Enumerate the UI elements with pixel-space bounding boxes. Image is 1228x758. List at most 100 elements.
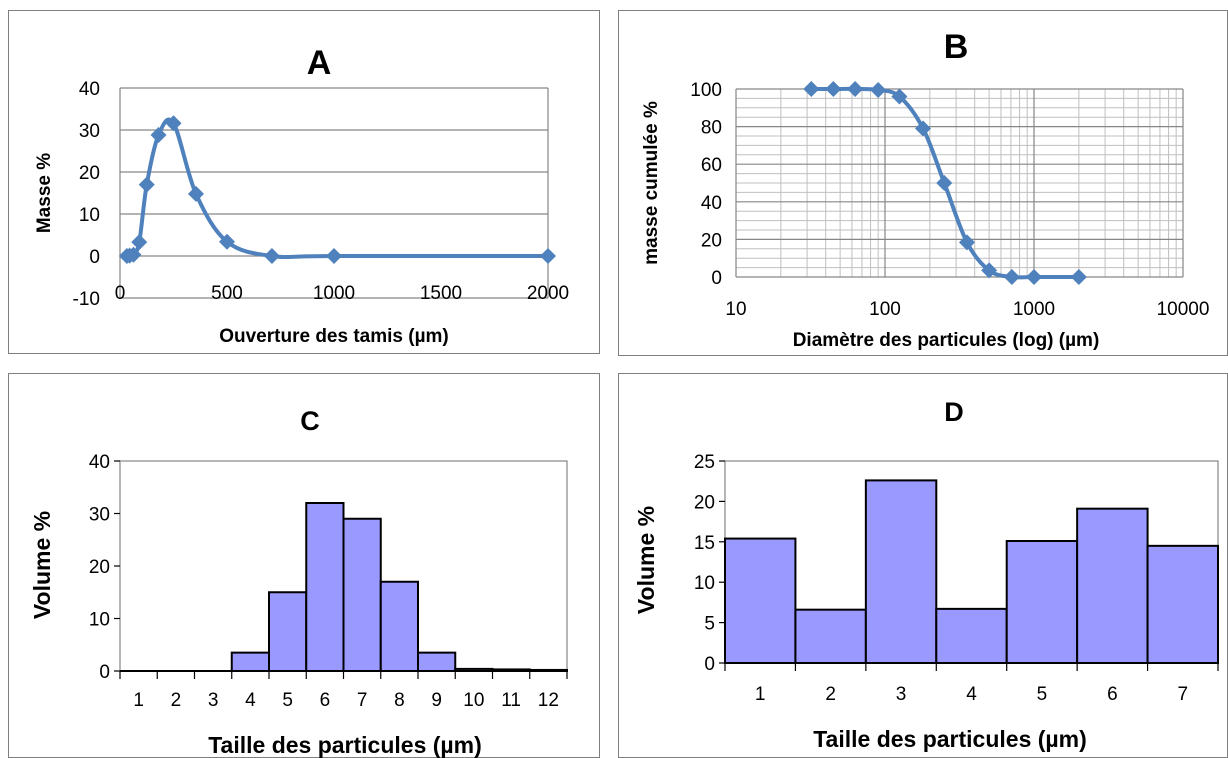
chart-c-panel [8,373,600,758]
chart-c-xtick-label: 9 [431,690,442,711]
chart-d-bar [935,607,1008,665]
chart-a-xtick-label: 0 [115,283,126,304]
chart-b-point [870,81,887,98]
chart-d-bar [794,608,867,664]
chart-a-xtick-label: 2000 [527,283,569,304]
chart-d-ytick-label: 20 [694,492,715,513]
chart-d-xtick-label: 3 [896,684,907,705]
chart-b-xtick-label: 10000 [1157,299,1210,320]
chart-b-point [958,234,975,251]
chart-a-point [540,248,556,264]
chart-c-xtick-label: 1 [133,690,144,711]
chart-c-ylabel: Volume % [29,511,55,619]
chart-c-xtick-label: 6 [320,690,331,711]
chart-d-bar [1146,544,1219,665]
chart-b-point [1026,269,1042,285]
chart-d-xtick-label: 7 [1177,684,1188,705]
chart-b-ytick-label: 20 [701,230,722,251]
chart-a-point [131,234,148,251]
chart-d-xlabel: Taille des particules (µm) [813,726,1087,752]
chart-b-point [1070,269,1087,285]
chart-d-xtick-label: 5 [1037,684,1048,705]
chart-a-point [165,115,182,132]
chart-a-title: A [307,44,332,82]
chart-a-point [263,248,280,264]
chart-d-ytick-label: 5 [704,614,715,635]
chart-a-point [219,233,235,250]
chart-c-ytick-label: 40 [89,452,110,473]
chart-c-xtick-label: 7 [357,690,368,711]
chart-a-ytick-label: 20 [79,163,100,184]
chart-b-xtick-label: 100 [869,299,901,320]
chart-c-xtick-label: 5 [282,690,293,711]
chart-b-ytick-label: 60 [701,155,722,176]
chart-a-point [125,246,142,263]
chart-c-ytick-label: 0 [99,662,110,683]
chart-c-title: C [300,406,320,436]
chart-b-title: B [944,28,969,66]
chart-c-xtick-label: 4 [245,690,256,711]
chart-c-xtick-label: 3 [208,690,219,711]
chart-a-point [138,176,155,193]
chart-b-point [825,81,842,97]
chart-b-point [803,81,820,97]
chart-b-xtick-label: 10 [725,299,746,320]
chart-d-bar [724,537,797,664]
chart-b-point [847,81,864,97]
chart-d-ylabel: Volume % [633,506,659,614]
chart-c-xtick-label: 2 [171,690,182,711]
chart-d-ytick-label: 15 [694,533,715,554]
chart-a-ytick-label: 10 [79,205,100,226]
chart-a-xtick-label: 500 [211,283,243,304]
chart-d-ytick-label: 25 [694,452,715,473]
chart-d-xtick-label: 6 [1107,684,1118,705]
chart-a-ytick-label: 40 [79,79,100,100]
chart-d-xtick-label: 1 [755,684,766,705]
chart-d-ytick-label: 10 [694,573,715,594]
chart-a-ytick-label: 0 [89,247,100,268]
chart-a-xlabel: Ouverture des tamis (µm) [219,326,449,347]
chart-d-bar [1076,507,1149,664]
chart-b-ytick-label: 100 [690,80,722,101]
chart-a-point [326,248,342,264]
chart-c-xtick-label: 12 [538,690,559,711]
chart-b-ytick-label: 80 [701,118,722,139]
chart-c-xlabel: Taille des particules (µm) [208,732,482,758]
chart-a-xtick-label: 1500 [420,283,462,304]
chart-b-xlabel: Diamètre des particules (log) (µm) [793,330,1100,351]
chart-d-bar [1005,539,1079,665]
chart-a-ytick-label: -10 [73,289,100,310]
chart-b-point [891,88,908,105]
chart-d-xtick-label: 2 [825,684,836,705]
chart-c-xtick-label: 11 [501,690,521,711]
chart-d-ytick-label: 0 [704,654,715,675]
chart-c-ytick-label: 20 [89,557,110,578]
chart-b-ytick-label: 0 [711,268,722,289]
chart-c-xtick-label: 10 [463,690,484,711]
chart-a-panel [8,10,600,354]
chart-c-ytick-label: 30 [89,505,110,526]
chart-d-xtick-label: 4 [966,684,977,705]
chart-a-ytick-label: 30 [79,121,100,142]
chart-a-xtick-label: 1000 [313,283,355,304]
chart-b-point [1003,269,1020,285]
chart-d-title: D [944,397,964,427]
chart-b-ylabel: masse cumulée % [641,101,662,265]
chart-a-point [150,127,167,144]
chart-b-point [915,120,932,137]
chart-b-xtick-label: 1000 [1013,299,1055,320]
chart-c-xtick-label: 8 [394,690,405,711]
chart-c-bar [379,580,419,672]
chart-c-bar [268,591,308,672]
chart-a-ylabel: Masse % [34,153,55,233]
chart-a-point [187,185,204,202]
chart-b-ytick-label: 40 [701,193,722,214]
chart-c-ytick-label: 10 [89,610,110,631]
chart-d-bar [864,479,938,664]
chart-b-point [936,175,953,191]
chart-b-point [981,262,998,279]
